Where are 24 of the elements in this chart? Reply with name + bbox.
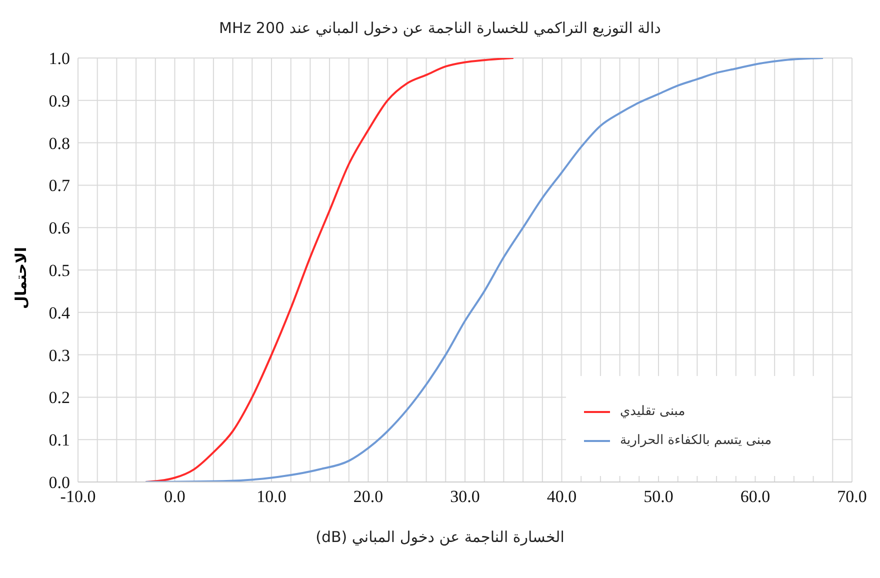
- legend-label: مبنى يتسم بالكفاءة الحرارية: [620, 433, 772, 448]
- y-tick-label: 1.0: [48, 49, 70, 68]
- y-tick-label: 0.7: [48, 176, 70, 196]
- chart-title: دالة التوزيع التراكمي للخسارة الناجمة عن دخول المباني عند 200 MHz: [218, 18, 662, 39]
- x-tick-label: 0.0: [164, 487, 186, 506]
- y-axis-title: الاحتمال: [12, 247, 30, 309]
- y-tick-label: 0.6: [48, 218, 70, 238]
- y-tick-label: 0.5: [48, 261, 70, 280]
- x-axis-title: الخسارة الناجمة عن دخول المباني (dB): [314, 528, 566, 546]
- x-tick-label: 10.0: [256, 487, 286, 506]
- y-tick-label: 0.2: [48, 388, 70, 408]
- y-tick-label: 0.1: [48, 430, 70, 450]
- y-tick-label: 0.3: [48, 346, 70, 365]
- x-tick-label: 70.0: [837, 487, 867, 506]
- x-tick-label: 40.0: [546, 487, 577, 506]
- y-tick-label: 0.9: [48, 91, 70, 110]
- line-series: [144, 58, 824, 482]
- x-tick-label: 60.0: [740, 487, 770, 506]
- x-tick-label: 20.0: [353, 487, 384, 506]
- y-tick-label: 0.8: [48, 134, 70, 153]
- x-tick-label: 50.0: [644, 487, 674, 506]
- x-tick-label: 30.0: [450, 487, 480, 506]
- legend-label: مبنى تقليدي: [620, 404, 686, 419]
- y-tick-label: 0.4: [48, 303, 70, 322]
